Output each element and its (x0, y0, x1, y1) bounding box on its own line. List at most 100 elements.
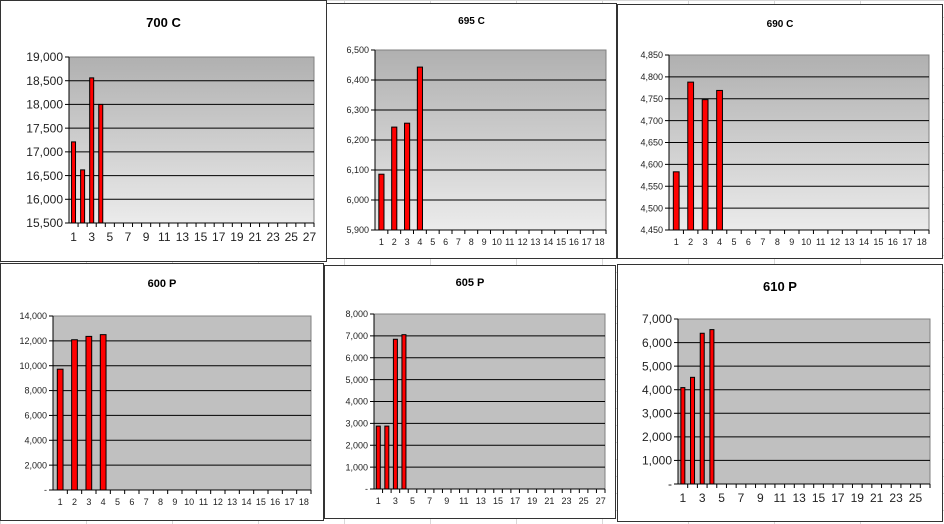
x-tick-label: 4 (717, 237, 722, 247)
x-tick-label: 4 (417, 237, 422, 247)
x-tick-label: 15 (873, 237, 883, 247)
chart-695-c[interactable]: 695 C 5,900 6,000 6,100 6,200 6,300 6,400 6,500… (326, 3, 617, 259)
x-tick-label: 17 (582, 237, 592, 247)
bar-2[interactable] (384, 425, 390, 490)
bar-2[interactable] (690, 376, 696, 485)
chart-700-c[interactable]: 700 C 15,500 16,000 16,500 17,000 17,500 18,00… (0, 0, 327, 262)
bar-2[interactable] (391, 126, 398, 231)
chart-600-p[interactable]: 600 P -2,000 4,000 6,000 8,000 10,000 12,000 14… (0, 263, 324, 521)
y-tick-label: 17,000 (26, 145, 63, 159)
bar-4[interactable] (99, 334, 107, 491)
x-tick-label: 6 (129, 497, 134, 507)
x-tick-label: 10 (801, 237, 811, 247)
bar-3[interactable] (701, 99, 709, 231)
x-tick-label: 15 (812, 491, 826, 505)
y-tick-label: 6,400 (346, 75, 369, 85)
y-tick-label: 4,000 (24, 435, 47, 445)
x-tick-label: 7 (144, 497, 149, 507)
bar-1[interactable] (375, 425, 381, 490)
y-tick-label: 2,000 (24, 460, 47, 470)
x-tick-label: 12 (518, 237, 528, 247)
x-tick-label: 23 (561, 496, 571, 506)
x-tick-label: 12 (830, 237, 840, 247)
x-tick-label: 13 (176, 230, 190, 244)
x-tick-label: 13 (792, 491, 806, 505)
chart-title: 695 C (458, 16, 485, 27)
bar-1[interactable] (378, 173, 385, 231)
chart-610-p[interactable]: 610 P - 1,000 2,000 3,000 4,000 5,000 6,000 7,00… (617, 264, 943, 522)
x-tick-label: 14 (543, 237, 553, 247)
bar-4[interactable] (416, 66, 423, 231)
bar-4[interactable] (401, 334, 407, 490)
y-tick-label: 6,000 (24, 411, 47, 421)
x-tick-label: 25 (285, 230, 299, 244)
x-tick-label: 19 (851, 491, 865, 505)
x-tick-label: 21 (248, 230, 262, 244)
x-tick-label: 11 (816, 237, 825, 247)
x-tick-label: 9 (789, 237, 794, 247)
bar-3[interactable] (85, 335, 93, 491)
y-tick-label: 15,500 (26, 216, 63, 230)
x-tick-label: 2 (392, 237, 397, 247)
y-tick-label: 4,500 (640, 203, 663, 213)
bar-3[interactable] (699, 332, 705, 485)
x-tick-label: 7 (125, 230, 132, 244)
x-tick-label: 16 (270, 497, 280, 507)
y-tick-label: 6,000 (642, 336, 672, 350)
x-tick-label: 18 (595, 237, 605, 247)
y-tick-label: 2,000 (345, 440, 368, 450)
x-tick-label: 5 (410, 496, 415, 506)
x-tick-label: 4 (101, 497, 106, 507)
x-tick-label: 27 (596, 496, 606, 506)
x-tick-label: 16 (569, 237, 579, 247)
chart-title: 605 P (455, 277, 485, 289)
chart-690-c[interactable]: 690 C 4,450 4,500 4,550 4,600 4,650 4,700 4,750… (617, 4, 943, 259)
x-tick-label: 9 (172, 497, 177, 507)
bar-3[interactable] (392, 338, 398, 490)
x-tick-label: 15 (556, 237, 566, 247)
bar-4[interactable] (98, 103, 104, 224)
y-tick-label: 6,500 (346, 45, 369, 55)
x-tick-label: 3 (405, 237, 410, 247)
chart-svg: - 1,000 2,000 3,000 4,000 5,000 6,000 7,000 8,00… (345, 309, 606, 506)
bar-1[interactable] (71, 141, 77, 224)
y-tick-label: 1,000 (345, 462, 368, 472)
y-tick-label: 4,000 (345, 397, 368, 407)
x-tick-label: 7 (456, 237, 461, 247)
x-tick-label: 13 (227, 497, 237, 507)
y-tick-label: 4,550 (640, 181, 663, 191)
chart-title: 610 P (763, 279, 797, 294)
x-tick-label: 3 (86, 497, 91, 507)
x-tick-label: 21 (544, 496, 554, 506)
y-tick-label: 4,850 (640, 50, 663, 60)
bar-4[interactable] (716, 89, 723, 231)
x-tick-label: 19 (230, 230, 244, 244)
y-tick-label: 16,000 (26, 192, 63, 206)
y-tick-label: 6,100 (346, 165, 369, 175)
bar-1[interactable] (680, 387, 686, 485)
x-tick-label: 9 (444, 496, 449, 506)
bar-2[interactable] (71, 339, 78, 491)
bar-3[interactable] (404, 122, 411, 231)
bar-2[interactable] (687, 81, 695, 231)
y-tick-label: 6,000 (346, 195, 369, 205)
bar-4[interactable] (709, 329, 715, 485)
x-tick-label: 15 (256, 497, 266, 507)
bar-1[interactable] (672, 171, 680, 231)
y-tick-label: 5,000 (642, 359, 672, 373)
chart-605-p[interactable]: 605 P - 1,000 2,000 3,000 4,000 5,000 6,000 7,00… (324, 265, 616, 519)
y-tick-label: 6,200 (346, 135, 369, 145)
y-tick-label: 3,000 (345, 419, 368, 429)
plot-area (68, 56, 315, 224)
bar-3[interactable] (89, 77, 95, 224)
x-tick-label: 1 (58, 497, 63, 507)
bar-2[interactable] (80, 169, 86, 224)
x-tick-label: 5 (430, 237, 435, 247)
y-tick-label: 4,000 (642, 383, 672, 397)
x-tick-label: 8 (469, 237, 474, 247)
bar-1[interactable] (56, 368, 64, 491)
x-tick-label: 23 (889, 491, 903, 505)
y-tick-label: 3,000 (642, 406, 672, 420)
y-tick-label: 1,000 (642, 454, 672, 468)
